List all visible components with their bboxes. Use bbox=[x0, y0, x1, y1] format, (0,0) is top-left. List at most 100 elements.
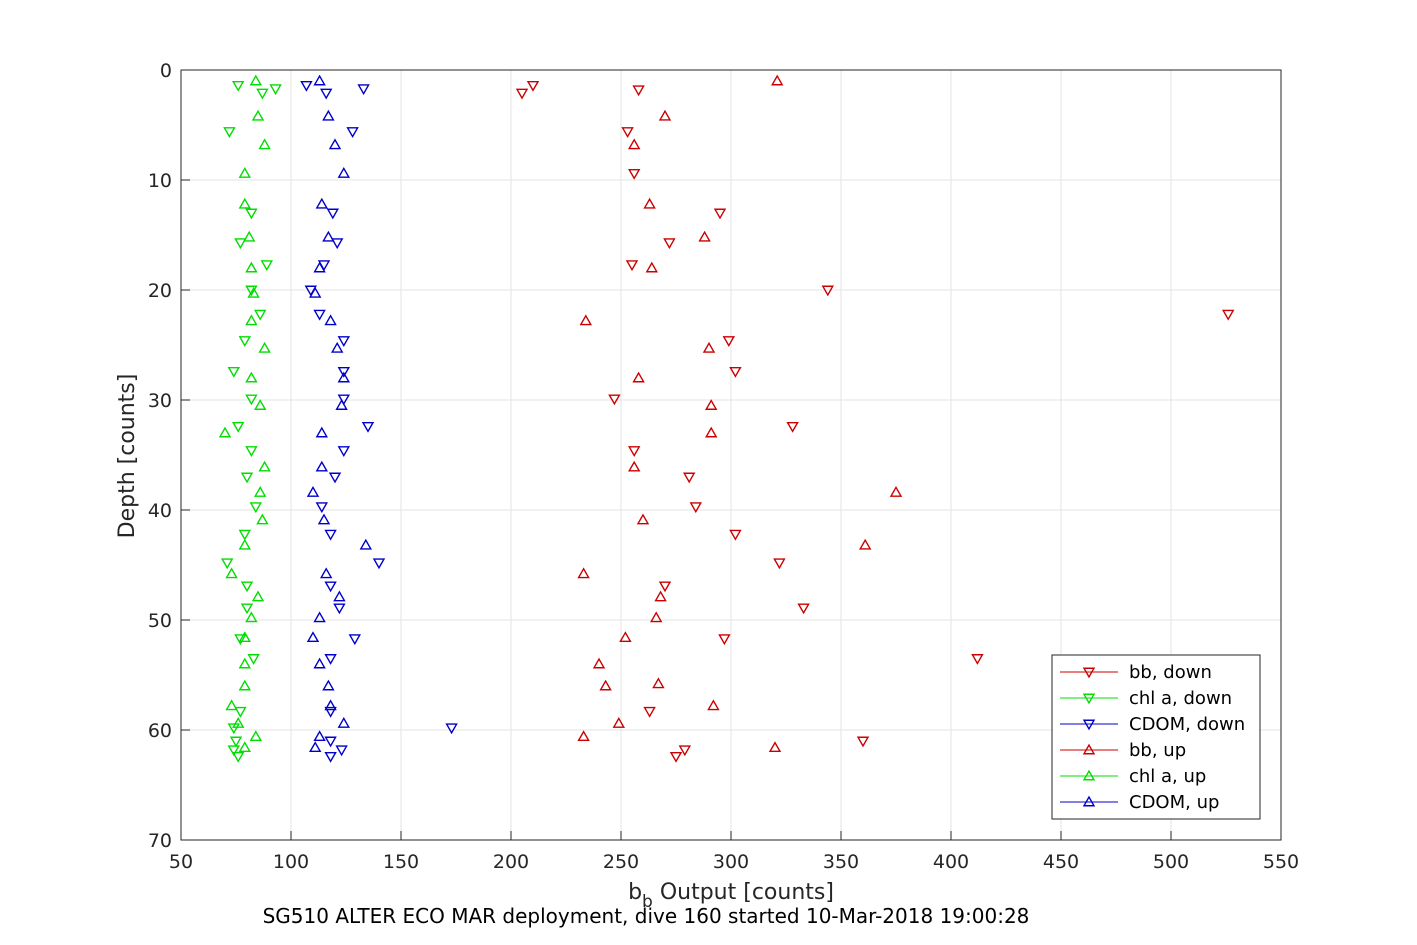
data-point bbox=[319, 88, 333, 100]
data-point bbox=[313, 309, 326, 321]
data-point bbox=[704, 426, 718, 438]
data-point bbox=[627, 460, 641, 472]
data-point bbox=[245, 446, 258, 458]
data-point bbox=[306, 485, 320, 497]
data-point bbox=[707, 699, 720, 711]
data-point bbox=[768, 741, 782, 753]
data-point bbox=[669, 751, 683, 763]
data-point bbox=[689, 502, 703, 514]
data-point bbox=[231, 716, 245, 728]
data-point bbox=[821, 285, 835, 297]
data-point bbox=[324, 581, 337, 593]
data-point bbox=[324, 529, 337, 541]
data-point bbox=[858, 538, 872, 550]
data-point bbox=[627, 168, 641, 180]
data-point bbox=[238, 679, 252, 691]
data-point bbox=[361, 421, 375, 433]
data-point bbox=[240, 603, 254, 615]
data-point bbox=[333, 590, 346, 602]
x-tick-label: 550 bbox=[1263, 851, 1299, 873]
legend-marker bbox=[1082, 693, 1096, 705]
data-point bbox=[632, 371, 645, 383]
data-point bbox=[663, 238, 676, 250]
data-point bbox=[324, 314, 337, 326]
data-point bbox=[330, 341, 344, 353]
data-point bbox=[234, 706, 247, 718]
data-point bbox=[658, 109, 672, 121]
data-point bbox=[619, 631, 632, 643]
data-point bbox=[324, 699, 337, 711]
data-point bbox=[238, 631, 252, 643]
data-point bbox=[313, 261, 326, 273]
data-point bbox=[247, 286, 260, 298]
data-point bbox=[346, 127, 359, 139]
series-3 bbox=[577, 74, 903, 753]
data-point bbox=[515, 88, 529, 100]
data-point bbox=[632, 85, 645, 97]
data-point bbox=[445, 723, 458, 735]
series-1 bbox=[220, 80, 282, 763]
data-point bbox=[253, 399, 267, 410]
legend-entry: bb, down bbox=[1060, 662, 1212, 683]
data-point bbox=[337, 366, 351, 378]
data-point bbox=[245, 285, 258, 297]
x-tick-label: 250 bbox=[603, 851, 639, 873]
x-tick-label: 100 bbox=[273, 851, 309, 873]
legend-entry: chl a, up bbox=[1060, 766, 1206, 787]
data-point bbox=[729, 529, 742, 541]
data-point bbox=[328, 138, 342, 150]
data-point bbox=[636, 513, 650, 525]
data-point bbox=[245, 394, 258, 406]
data-point bbox=[227, 745, 241, 757]
data-point bbox=[229, 736, 243, 748]
data-point bbox=[223, 127, 236, 139]
legend-entry: CDOM, up bbox=[1060, 792, 1219, 813]
data-point bbox=[253, 309, 267, 321]
data-point bbox=[245, 371, 258, 383]
data-point bbox=[704, 399, 718, 410]
legend-marker bbox=[1082, 769, 1096, 781]
data-point bbox=[315, 502, 329, 514]
data-point bbox=[238, 741, 252, 753]
legend-label: bb, down bbox=[1129, 662, 1212, 683]
data-point bbox=[249, 730, 263, 742]
data-point bbox=[231, 80, 245, 92]
data-point bbox=[682, 472, 696, 484]
data-point bbox=[218, 426, 232, 438]
data-point bbox=[797, 603, 810, 615]
data-point bbox=[322, 679, 335, 691]
legend-marker bbox=[1082, 795, 1096, 807]
data-point bbox=[326, 208, 340, 220]
data-point bbox=[359, 538, 373, 550]
data-point bbox=[322, 230, 335, 242]
data-point bbox=[773, 558, 786, 570]
data-point bbox=[238, 166, 252, 178]
data-point bbox=[324, 751, 337, 763]
x-axis-label-rest: Output [counts] bbox=[653, 880, 834, 905]
data-point bbox=[1221, 309, 1235, 321]
data-point bbox=[328, 472, 342, 484]
data-point bbox=[649, 611, 663, 623]
x-tick-label: 150 bbox=[383, 851, 419, 873]
data-point bbox=[308, 741, 322, 753]
data-point bbox=[313, 730, 326, 742]
data-point bbox=[315, 426, 329, 438]
legend-marker bbox=[1082, 667, 1096, 679]
legend-entry: CDOM, down bbox=[1060, 714, 1245, 735]
data-point bbox=[245, 261, 258, 273]
data-point bbox=[627, 138, 641, 150]
data-point bbox=[249, 74, 263, 86]
legend-label: CDOM, down bbox=[1129, 714, 1245, 735]
series-4 bbox=[218, 74, 271, 753]
data-point bbox=[337, 446, 351, 458]
data-point bbox=[337, 166, 351, 178]
figure-caption: SG510 ALTER ECO MAR deployment, dive 160… bbox=[263, 904, 1030, 928]
data-point bbox=[308, 286, 322, 298]
y-tick-label: 50 bbox=[148, 610, 172, 632]
data-point bbox=[718, 634, 731, 646]
legend-label: chl a, up bbox=[1129, 766, 1206, 787]
legend-marker bbox=[1082, 719, 1096, 731]
data-point bbox=[238, 657, 252, 669]
data-point bbox=[786, 421, 799, 433]
series-markers bbox=[218, 74, 1235, 763]
